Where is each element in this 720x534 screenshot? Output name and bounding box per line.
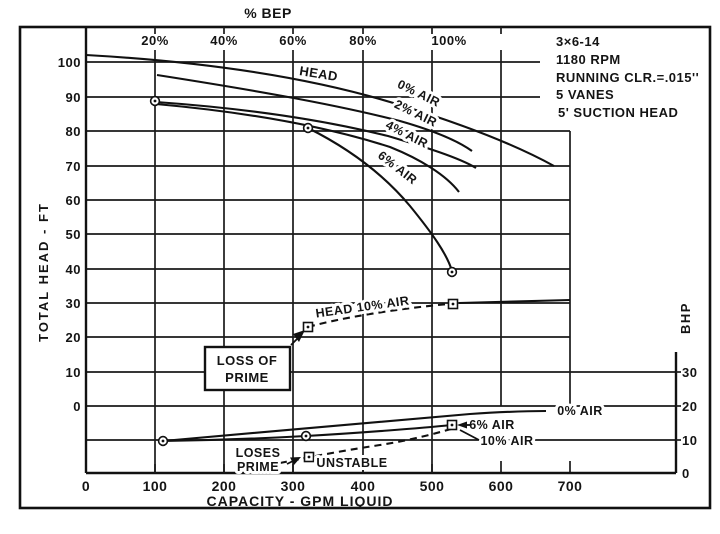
unstable-label: UNSTABLE xyxy=(316,456,387,470)
head-axis-title: TOTAL HEAD - FT xyxy=(36,202,51,342)
chart-border xyxy=(18,25,712,510)
bhp-tick: 10 xyxy=(682,433,697,448)
loss-of-prime-line1: LOSS OF xyxy=(217,353,278,368)
capacity-tick: 600 xyxy=(489,478,514,494)
head-curves xyxy=(85,53,571,329)
head-tick: 50 xyxy=(66,227,81,242)
bhp-tick: 0 xyxy=(682,466,690,481)
curve-head-10pct-air-tail xyxy=(458,298,571,305)
bhp6-arrowhead xyxy=(457,421,467,429)
vertical-gridlines xyxy=(154,27,571,473)
square-marker xyxy=(447,298,459,310)
bhp0-curve-label: 0% AIR xyxy=(557,404,603,418)
legend-line-model: 3×6-14 xyxy=(556,34,600,49)
head-tick: 70 xyxy=(66,159,81,174)
head-tick: 60 xyxy=(66,193,81,208)
bep-tick: 40% xyxy=(210,33,238,48)
bep-tick: 20% xyxy=(141,33,169,48)
curve-2pct-air xyxy=(155,100,477,169)
bhp-tick-labels: 30 20 10 0 xyxy=(682,365,697,481)
capacity-tick: 100 xyxy=(143,478,168,494)
data-markers xyxy=(149,95,459,463)
curve-head-10pct-air xyxy=(307,302,449,329)
loses-prime-arrowhead xyxy=(290,457,301,465)
curve-bhp-10pct xyxy=(279,427,452,465)
head-tick: 10 xyxy=(66,365,81,380)
capacity-tick: 0 xyxy=(82,478,90,494)
legend-line-rpm: 1180 RPM xyxy=(556,52,621,67)
loss-of-prime-line2: PRIME xyxy=(225,370,269,385)
curve-head xyxy=(85,53,555,167)
circle-marker xyxy=(300,430,312,442)
head-tick: 100 xyxy=(58,55,81,70)
head-tick: 0 xyxy=(73,399,81,414)
bhp10-curve-label: 10% AIR xyxy=(480,434,533,448)
bhp6-curve-label: 6% AIR xyxy=(469,418,515,432)
legend-line-vanes: 5 VANES xyxy=(556,87,614,102)
circle-marker xyxy=(149,95,161,107)
loss-of-prime-callout: LOSS OF PRIME xyxy=(203,330,305,392)
legend-line-suction: 5' SUCTION HEAD xyxy=(558,105,678,120)
head-tick-labels: 100 90 80 70 60 50 40 30 20 10 0 xyxy=(58,55,81,414)
bhp-axis-title: BHP xyxy=(678,302,693,334)
square-marker xyxy=(303,451,315,463)
capacity-axis-title: CAPACITY - GPM LIQUID xyxy=(207,493,394,509)
bhp-tick: 30 xyxy=(682,365,697,380)
conditions-legend: 3×6-14 1180 RPM RUNNING CLR.=.015'' 5 VA… xyxy=(556,34,699,120)
curve-4pct-air xyxy=(155,102,460,193)
loss-of-prime-arrowhead xyxy=(293,330,305,342)
capacity-tick: 300 xyxy=(281,478,306,494)
square-marker xyxy=(446,419,458,431)
circle-marker xyxy=(157,435,169,447)
axes-lines xyxy=(84,27,681,475)
bhp-tick: 20 xyxy=(682,399,697,414)
bep-tick: 80% xyxy=(349,33,377,48)
loss-of-prime-box xyxy=(203,345,292,392)
bep-axis-title: % BEP xyxy=(244,5,292,21)
legend-line-clearance: RUNNING CLR.=.015'' xyxy=(556,70,699,85)
curve-bhp-0pct xyxy=(162,409,547,443)
bep-tick: 100% xyxy=(431,33,466,48)
head-tick: 80 xyxy=(66,124,81,139)
curve-0pct-air xyxy=(156,73,473,152)
circle-marker xyxy=(302,122,314,134)
square-marker xyxy=(302,321,314,333)
circle-marker xyxy=(446,266,458,278)
capacity-tick: 500 xyxy=(420,478,445,494)
head-tick: 30 xyxy=(66,296,81,311)
bep-tick-labels: 20% 40% 60% 80% 100% xyxy=(141,33,466,48)
capacity-tick-labels: 0 100 200 300 400 500 600 700 xyxy=(82,478,583,494)
capacity-tick: 200 xyxy=(212,478,237,494)
bottom-annotations: LOSES PRIME UNSTABLE xyxy=(233,443,391,477)
curve-6pct-air xyxy=(307,127,454,272)
bep-tick: 60% xyxy=(279,33,307,48)
head-tick: 40 xyxy=(66,262,81,277)
head-tick: 20 xyxy=(66,330,81,345)
capacity-tick: 700 xyxy=(558,478,583,494)
capacity-tick: 400 xyxy=(351,478,376,494)
loses-prime-line1: LOSES xyxy=(236,446,281,460)
head-tick: 90 xyxy=(66,90,81,105)
loses-prime-line2: PRIME xyxy=(237,460,279,474)
